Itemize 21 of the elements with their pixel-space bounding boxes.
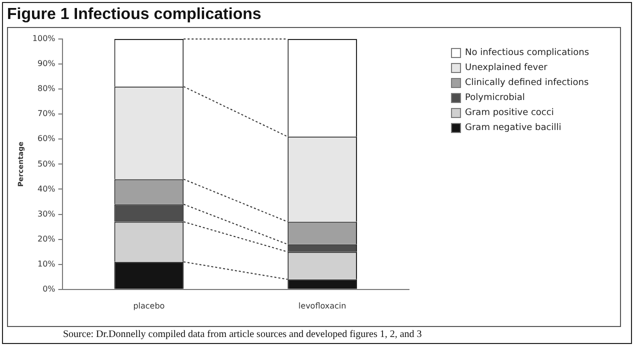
x-tick-label: levofloxacin [298,301,346,310]
y-tick-label: 10% [37,259,56,268]
y-tick-label: 100% [32,34,56,44]
y-tick-label: 0% [42,284,56,294]
legend-label: Clinically defined infections [465,78,589,88]
source-note: Source: Dr.Donnelly compiled data from article sources and developed figures 1, 2, and 3 [63,329,422,340]
legend-label: Gram positive cocci [465,108,554,118]
legend-label: Gram negative bacilli [465,122,562,132]
legend-label: Polymicrobial [465,92,525,102]
chart-title: Figure 1 Infectious complications [7,6,262,24]
y-tick-label: 20% [37,234,56,244]
x-tick-label: placebo [133,301,165,310]
text: No infectious complications [465,48,590,58]
y-tick-label: 50% [37,159,56,168]
y-tick-label: 90% [37,59,56,68]
legend-label: Unexplained fever [465,62,548,72]
y-tick-label: 70% [37,109,56,118]
y-tick-label: 40% [37,184,56,194]
y-tick-label: 80% [37,84,56,94]
y-tick-label: 60% [37,134,56,144]
y-tick-label: 30% [37,209,56,218]
